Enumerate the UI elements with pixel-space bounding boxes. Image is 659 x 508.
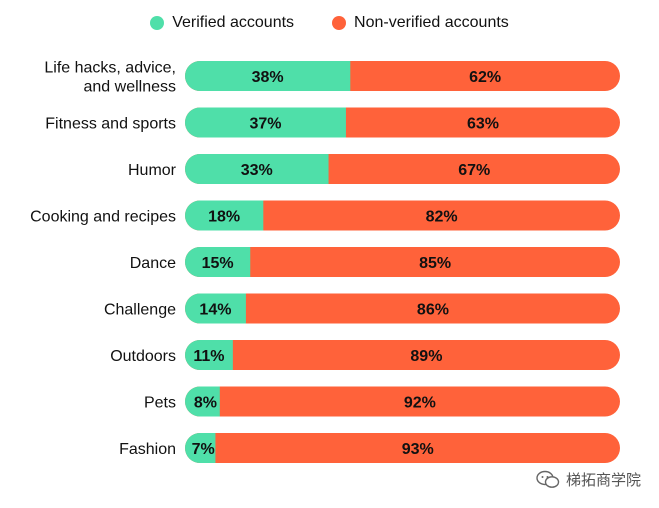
bar-nonverified-8 xyxy=(185,433,620,463)
category-label-4: Dance xyxy=(130,255,176,272)
data-label-nonverified-1: 63% xyxy=(467,116,499,133)
category-label-0: Life hacks, advice, and wellness xyxy=(44,60,176,96)
data-label-verified-7: 8% xyxy=(194,395,217,412)
data-label-verified-4: 15% xyxy=(202,255,234,272)
data-label-verified-5: 14% xyxy=(199,302,231,319)
data-label-verified-6: 11% xyxy=(193,348,224,365)
legend-swatch-verified xyxy=(150,16,165,30)
category-label-7: Pets xyxy=(144,395,176,412)
bar-verified-6 xyxy=(185,340,233,370)
data-label-nonverified-5: 86% xyxy=(417,302,449,319)
bar-nonverified-4 xyxy=(185,247,620,277)
data-label-nonverified-3: 82% xyxy=(426,209,458,226)
category-label-6: Outdoors xyxy=(110,348,176,365)
bar-verified-2 xyxy=(185,154,329,184)
bar-verified-5 xyxy=(185,293,246,324)
watermark: 梯拓商学院 xyxy=(536,469,641,490)
data-label-nonverified-4: 85% xyxy=(419,255,451,272)
bar-verified-7 xyxy=(185,386,220,417)
bar-verified-3 xyxy=(185,200,264,231)
bar-nonverified-7 xyxy=(185,386,620,417)
data-label-verified-0: 38% xyxy=(252,69,284,86)
data-label-verified-8: 7% xyxy=(192,441,215,458)
legend-item-nonverified: Non-verified accounts xyxy=(332,14,509,32)
category-label-5: Challenge xyxy=(104,302,176,319)
bar-nonverified-3 xyxy=(185,200,620,231)
watermark-text: 梯拓商学院 xyxy=(565,472,641,489)
data-label-nonverified-6: 89% xyxy=(410,348,442,365)
data-label-nonverified-7: 92% xyxy=(404,395,436,412)
data-label-verified-3: 18% xyxy=(208,209,240,226)
category-label-3: Cooking and recipes xyxy=(30,209,176,226)
data-label-verified-2: 33% xyxy=(241,162,273,179)
data-label-nonverified-8: 93% xyxy=(402,441,434,458)
bar-verified-0 xyxy=(185,61,351,91)
data-label-nonverified-0: 62% xyxy=(469,69,501,86)
chart-legend: Verified accounts Non-verified accounts xyxy=(0,14,659,32)
bar-nonverified-6 xyxy=(185,340,620,370)
category-label-2: Humor xyxy=(128,162,177,179)
legend-label-nonverified: Non-verified accounts xyxy=(354,14,509,31)
bar-nonverified-5 xyxy=(185,293,620,324)
data-label-verified-1: 37% xyxy=(249,116,281,133)
legend-swatch-nonverified xyxy=(332,16,347,30)
data-label-nonverified-2: 67% xyxy=(458,162,490,179)
bar-verified-1 xyxy=(185,107,346,138)
bar-verified-8 xyxy=(185,433,216,463)
category-label-1: Fitness and sports xyxy=(45,116,176,133)
wechat-icon xyxy=(536,470,560,488)
bar-verified-4 xyxy=(185,247,251,277)
legend-item-verified: Verified accounts xyxy=(150,14,294,32)
legend-label-verified: Verified accounts xyxy=(172,14,295,31)
category-label-8: Fashion xyxy=(119,441,176,458)
